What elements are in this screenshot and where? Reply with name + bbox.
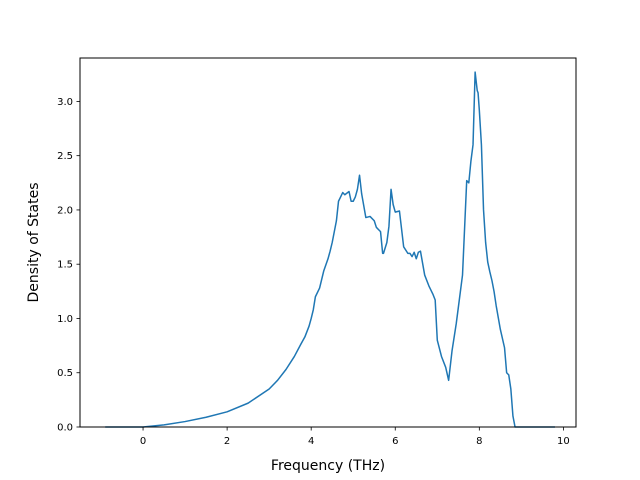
y-tick-label: 1.5 <box>57 260 73 271</box>
y-axis-label: Density of States <box>26 183 42 303</box>
y-tick-label: 0.0 <box>57 423 73 434</box>
x-axis-label: Frequency (THz) <box>271 458 385 474</box>
x-tick-label: 8 <box>476 436 482 447</box>
x-tick-label: 4 <box>308 436 314 447</box>
plot-background <box>80 58 576 427</box>
y-axis-ticks: 0.0 0.5 1.0 1.5 2.0 2.5 3.0 <box>57 97 80 434</box>
x-axis-ticks: 0 2 4 6 8 10 <box>140 427 570 447</box>
x-tick-label: 0 <box>140 436 146 447</box>
y-tick-label: 0.5 <box>57 368 73 379</box>
plot-frame <box>79 57 577 428</box>
y-tick-label: 3.0 <box>57 97 73 108</box>
x-tick-label: 2 <box>224 436 230 447</box>
y-tick-label: 2.5 <box>57 151 73 162</box>
y-tick-label: 1.0 <box>57 314 73 325</box>
y-tick-label: 2.0 <box>57 205 73 216</box>
x-tick-label: 10 <box>557 436 570 447</box>
series-line-0 <box>105 71 555 428</box>
x-tick-label: 6 <box>392 436 398 447</box>
data-layer <box>105 71 555 428</box>
